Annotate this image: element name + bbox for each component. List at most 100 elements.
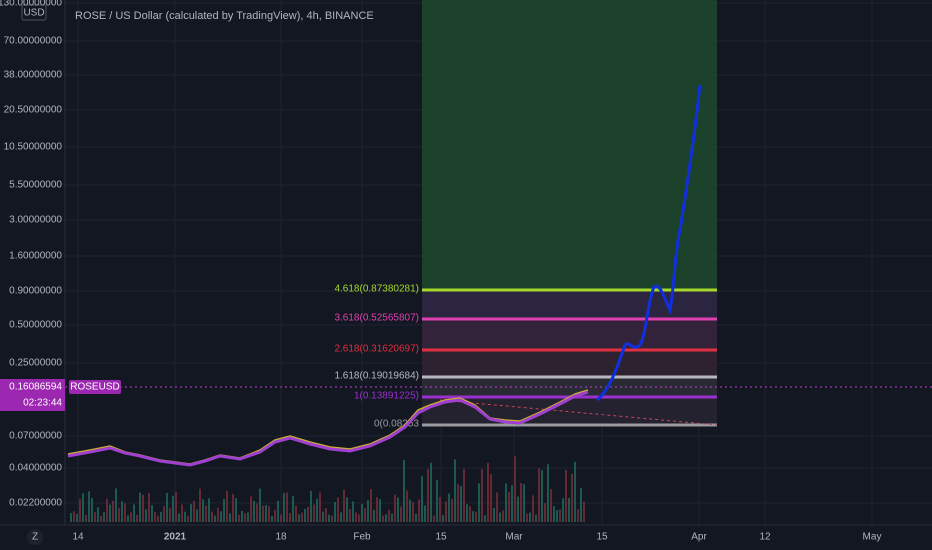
volume-bar — [193, 500, 195, 522]
volume-bar — [148, 493, 150, 522]
volume-bar — [412, 502, 414, 522]
volume-bar — [256, 503, 258, 522]
volume-bar — [472, 511, 474, 522]
volume-bar — [370, 489, 372, 522]
volume-bar — [136, 514, 138, 522]
volume-bar — [139, 492, 141, 522]
volume-bar — [109, 504, 111, 522]
volume-bar — [280, 514, 282, 522]
fib-label: 1(0.13891225) — [354, 391, 419, 402]
volume-bar — [337, 497, 339, 522]
volume-bar — [397, 497, 399, 522]
volume-bar — [247, 512, 249, 522]
volume-bar — [157, 515, 159, 522]
price-label: 0.90000000 — [9, 286, 62, 297]
volume-bar — [85, 515, 87, 522]
volume-bar — [511, 485, 513, 522]
currency-button[interactable] — [21, 4, 47, 21]
volume-bar — [406, 490, 408, 522]
volume-bar — [424, 505, 426, 522]
volume-bar — [532, 495, 534, 522]
target-zone — [422, 0, 717, 290]
volume-bar — [436, 480, 438, 522]
volume-bar — [88, 491, 90, 522]
volume-bar — [355, 512, 357, 522]
volume-bar — [481, 468, 483, 522]
volume-bar — [160, 511, 162, 522]
volume-bar — [466, 504, 468, 522]
volume-bar — [520, 483, 522, 522]
price-label: 10.50000000 — [4, 142, 63, 153]
volume-bar — [349, 509, 351, 522]
volume-bar — [130, 512, 132, 522]
volume-bar — [205, 505, 207, 522]
volume-bar — [127, 515, 129, 522]
volume-bar — [499, 512, 501, 522]
price-label: 0.50000000 — [9, 320, 62, 331]
volume-bar — [142, 494, 144, 522]
volume-bar — [235, 498, 237, 522]
volume-bar — [169, 507, 171, 522]
price-label: 3.00000000 — [9, 215, 62, 226]
volume-bar — [316, 498, 318, 522]
volume-bar — [502, 510, 504, 522]
volume-bar — [418, 499, 420, 522]
volume-bar — [232, 493, 234, 522]
volume-bar — [541, 470, 543, 522]
chart-title: ROSE / US Dollar (calculated by TradingV… — [75, 10, 374, 22]
price-axis — [0, 0, 65, 525]
volume-bar — [559, 509, 561, 522]
price-label: 0.04000000 — [9, 463, 62, 474]
volume-bar — [211, 511, 213, 522]
time-label: 15 — [435, 532, 447, 543]
volume-bar — [460, 486, 462, 522]
volume-bar — [166, 493, 168, 522]
volume-bar — [310, 490, 312, 522]
volume-bar — [442, 515, 444, 522]
price-label: 1.60000000 — [9, 251, 62, 262]
volume-bar — [82, 493, 84, 522]
volume-bar — [427, 469, 429, 522]
fib-label: 1.618(0.19019684) — [334, 371, 419, 382]
price-label: 130.00000000 — [0, 0, 62, 9]
fib-zone — [422, 350, 717, 377]
volume-bar — [313, 504, 315, 522]
volume-bar — [388, 509, 390, 522]
volume-bar — [475, 511, 477, 522]
timezone-label: Z — [32, 532, 38, 543]
volume-bar — [106, 498, 108, 522]
volume-bar — [394, 494, 396, 522]
volume-bar — [376, 497, 378, 522]
time-label: 18 — [275, 532, 287, 543]
volume-bar — [496, 492, 498, 522]
volume-bar — [301, 512, 303, 522]
volume-bar — [505, 483, 507, 522]
volume-bar — [343, 489, 345, 522]
volume-bar — [289, 512, 291, 522]
fib-label: 4.618(0.87380281) — [334, 284, 419, 295]
volume-bar — [277, 500, 279, 522]
volume-bar — [241, 510, 243, 522]
volume-bar — [352, 501, 354, 522]
volume-bar — [382, 515, 384, 522]
timezone-button[interactable] — [27, 529, 43, 545]
volume-bar — [562, 498, 564, 522]
volume-bar — [457, 484, 459, 522]
volume-bar — [487, 462, 489, 522]
volume-bar — [145, 509, 147, 522]
volume-bar — [529, 512, 531, 522]
volume-bar — [229, 513, 231, 522]
volume-bar — [304, 508, 306, 522]
volume-bar — [253, 500, 255, 522]
volume-bar — [331, 515, 333, 522]
volume-bar — [517, 496, 519, 522]
volume-bar — [163, 506, 165, 522]
time-label: Feb — [353, 532, 371, 543]
volume-bar — [115, 488, 117, 522]
time-label: May — [863, 532, 882, 543]
volume-bar — [328, 514, 330, 522]
volume-bar — [262, 505, 264, 522]
volume-bar — [340, 512, 342, 522]
projection-drawing — [596, 84, 702, 402]
volume-bar — [556, 509, 558, 522]
